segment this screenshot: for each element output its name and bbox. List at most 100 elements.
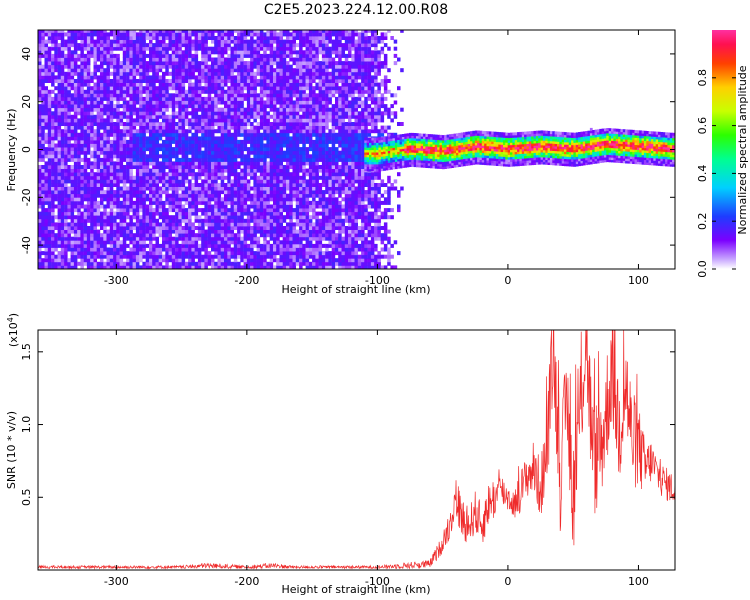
spectrogram-cell	[201, 247, 205, 252]
spectrogram-cell	[256, 100, 261, 105]
spectrogram-cell	[47, 233, 52, 238]
spectrogram-cell	[57, 186, 62, 191]
spectrogram-cell	[289, 68, 293, 73]
spectrogram-cell	[211, 226, 215, 230]
spectrogram-cell	[80, 197, 84, 202]
spectrogram-cell	[197, 183, 202, 187]
spectrogram-cell	[246, 53, 251, 58]
spectrogram-cell	[57, 53, 62, 58]
spectrogram-cell	[273, 93, 277, 98]
spectrogram-cell	[289, 211, 293, 216]
spectrogram-cell	[256, 132, 261, 137]
spectrogram-cell	[233, 261, 238, 266]
spectrogram-cell	[109, 50, 114, 55]
spectrogram-cell	[224, 190, 228, 195]
spectrogram-cell	[116, 30, 120, 33]
spectrogram-cell	[132, 71, 137, 76]
spectrogram-cell	[41, 43, 45, 48]
spectrogram-cell	[204, 136, 208, 141]
spectrogram-cell	[129, 118, 133, 123]
spectrogram-cell	[276, 143, 280, 148]
spectrogram-cell	[119, 43, 124, 48]
spectrogram-cell	[113, 200, 117, 205]
spectrogram-cell	[295, 96, 300, 101]
spectrogram-cell	[158, 86, 163, 91]
spectrogram-cell	[83, 32, 88, 37]
spectrogram-cell	[256, 261, 261, 266]
spectrogram-cell	[263, 204, 267, 209]
spectrogram-cell	[282, 251, 287, 256]
spectrogram-cell	[54, 226, 58, 230]
spectrogram-cell	[220, 136, 225, 141]
spectrogram-cell	[145, 208, 150, 213]
spectrogram-cell	[73, 30, 78, 33]
spectrogram-cell	[282, 226, 287, 230]
spectrogram-cell	[142, 157, 146, 162]
spectrogram-cell	[73, 229, 78, 234]
spectrogram-cell	[113, 154, 117, 159]
spectrogram-cell	[41, 139, 45, 144]
spectrogram-cell	[152, 200, 156, 205]
spectrogram-cell	[243, 218, 248, 223]
spectrogram-cell	[47, 125, 52, 130]
spectrogram-cell	[80, 57, 84, 62]
spectrogram-cell	[80, 43, 84, 48]
spectrogram-cell	[135, 204, 140, 209]
spectrogram-cell	[93, 208, 97, 213]
spectrogram-cell	[243, 236, 248, 241]
spectrogram-cell	[178, 46, 182, 51]
spectrogram-cell	[237, 172, 241, 177]
spectrogram-cell	[122, 132, 127, 137]
spectrogram-cell	[80, 86, 84, 91]
spectrogram-cell	[158, 89, 163, 94]
spectrogram-cell	[259, 61, 264, 66]
spectrogram-cell	[162, 154, 166, 159]
spectrogram-cell	[162, 125, 166, 130]
spectrogram-cell	[227, 258, 231, 263]
spectrogram-cell	[269, 93, 274, 98]
spectrogram-cell	[282, 122, 287, 126]
spectrogram-cell	[263, 218, 267, 223]
spectrogram-cell	[158, 254, 163, 259]
spectrogram-cell	[145, 64, 150, 69]
spectrogram-cell	[256, 211, 261, 216]
spectrogram-cell	[269, 215, 274, 220]
spectrogram-cell	[51, 186, 55, 191]
spectrogram-cell	[122, 208, 127, 213]
spectrogram-cell	[197, 200, 202, 205]
spectrogram-cell	[184, 129, 189, 134]
spectrogram-cell	[273, 53, 277, 58]
spectrogram-cell	[51, 175, 55, 180]
spectrogram-cell	[142, 75, 146, 80]
spectrogram-cell	[64, 75, 68, 80]
spectrogram-cell	[233, 251, 238, 256]
spectrogram-cell	[90, 243, 94, 248]
spectrogram-cell	[106, 186, 110, 191]
spectrogram-cell	[113, 93, 117, 98]
spectrogram-cell	[289, 243, 293, 248]
spectrogram-cell	[60, 93, 65, 98]
spectrogram-cell	[145, 229, 150, 234]
spectrogram-cell	[122, 50, 127, 55]
spectrogram-cell	[162, 157, 166, 162]
spectrogram-cell	[240, 75, 244, 80]
spectrogram-cell	[237, 132, 241, 137]
spectrogram-cell	[145, 211, 150, 216]
spectrogram-cell	[145, 89, 150, 94]
spectrogram-cell	[263, 79, 267, 83]
spectrogram-cell	[51, 236, 55, 241]
spectrogram-cell	[217, 215, 221, 220]
spectrogram-cell	[194, 183, 199, 187]
spectrogram-cell	[51, 165, 55, 169]
spectrogram-cell	[90, 200, 94, 205]
spectrogram-cell	[240, 82, 244, 87]
spectrogram-cell	[149, 229, 153, 234]
spectrogram-cell	[188, 96, 192, 101]
spectrogram-cell	[77, 161, 81, 166]
spectrogram-cell	[286, 183, 290, 187]
spectrogram-cell	[135, 111, 140, 116]
spectrogram-cell	[276, 100, 280, 105]
spectrogram-cell	[162, 104, 166, 109]
spectrogram-cell	[295, 258, 300, 263]
spectrogram-cell	[269, 172, 274, 177]
